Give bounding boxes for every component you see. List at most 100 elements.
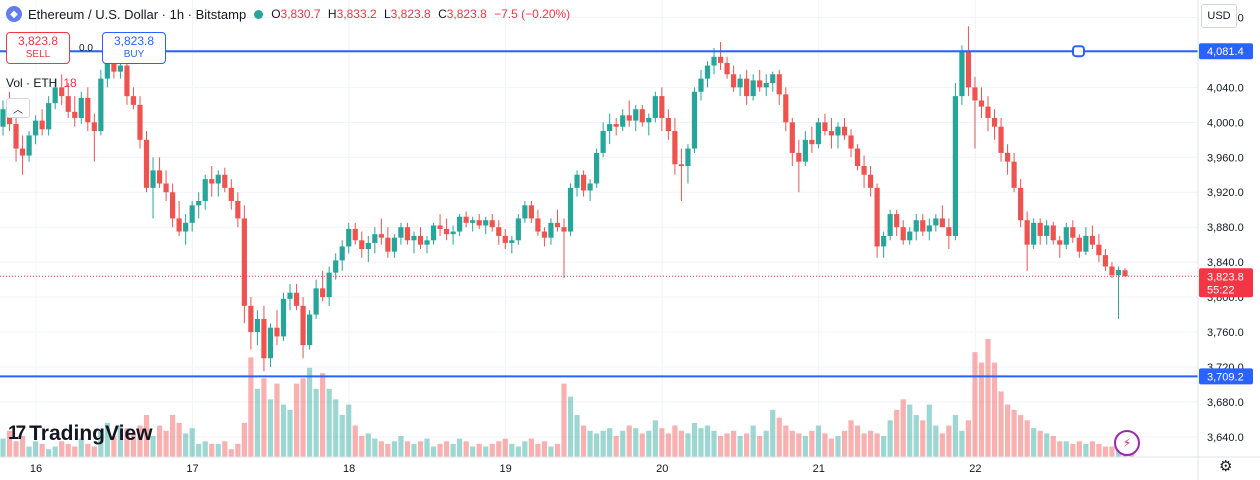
volume-bar <box>1096 443 1102 457</box>
candle-body <box>91 122 97 132</box>
volume-bar <box>267 399 274 457</box>
candle-body <box>398 227 404 238</box>
candle-body <box>483 220 489 226</box>
volume-bar <box>404 441 411 457</box>
sell-button[interactable]: 3,823.8 SELL <box>6 32 70 64</box>
volume-bar <box>704 425 711 457</box>
volume-bar <box>770 409 776 457</box>
sell-label: SELL <box>25 49 51 60</box>
plot-background <box>0 0 1198 457</box>
candle-body <box>587 183 593 191</box>
market-status-icon <box>254 9 264 19</box>
volume-bar <box>620 430 626 457</box>
open-label: O <box>271 7 281 21</box>
volume-bar <box>665 433 671 457</box>
candle-body <box>287 292 293 299</box>
candle-body <box>293 292 300 306</box>
candle-body <box>1076 237 1082 252</box>
volume-bar <box>959 430 965 457</box>
collapse-legend-button[interactable]: ︿ <box>6 98 30 118</box>
volume-bar <box>183 433 189 457</box>
candle-body <box>411 235 417 241</box>
tradingview-logo[interactable]: 17 TradingView <box>8 422 152 446</box>
candle-body <box>202 179 208 201</box>
candle-body <box>189 205 195 223</box>
buy-button[interactable]: 3,823.8 BUY <box>102 32 166 64</box>
volume-bar <box>639 433 645 457</box>
volume-bar <box>0 438 6 457</box>
volume-bar <box>52 446 58 457</box>
candle-body <box>46 103 52 130</box>
candle-body <box>1115 270 1122 276</box>
lightning-icon[interactable]: ⚡ <box>1114 430 1140 456</box>
horizontal-lines[interactable] <box>0 45 1198 378</box>
volume-bar <box>1011 409 1017 457</box>
candle-body <box>776 74 782 95</box>
candle-body <box>535 218 541 232</box>
y-tick-label: 3,840.0 <box>1207 257 1244 269</box>
x-tick-label: 20 <box>656 463 668 475</box>
volume-bar <box>835 436 841 457</box>
volume-bar <box>326 388 332 457</box>
gear-icon[interactable]: ⚙ <box>1219 458 1233 475</box>
volume-bar <box>698 428 704 457</box>
candle-body <box>522 205 528 219</box>
volume-bar <box>437 443 443 457</box>
volume-bar <box>548 446 554 457</box>
volume-bar <box>933 425 939 457</box>
volume-bar <box>561 383 567 457</box>
candle-body <box>489 220 495 228</box>
volume-bar <box>626 425 632 457</box>
candle-body <box>437 225 443 229</box>
volume-bar <box>189 428 195 457</box>
candle-body <box>248 305 254 333</box>
volume-bar <box>293 383 300 457</box>
candle-body <box>998 126 1004 153</box>
candle-body <box>254 318 261 333</box>
last-price-tag <box>1199 268 1253 298</box>
candle-body <box>502 235 508 243</box>
candle-body <box>261 318 267 359</box>
candle-body <box>620 115 626 127</box>
y-tick-label: 3,760.0 <box>1207 327 1244 339</box>
candle-body <box>607 124 613 132</box>
volume-bar <box>952 415 958 457</box>
volume-bar <box>241 422 247 457</box>
candle-body <box>313 288 319 315</box>
volume-bar <box>359 436 365 457</box>
line-handle <box>1072 45 1085 58</box>
volume-bar <box>391 441 397 457</box>
spread-value: 0.0 <box>79 42 93 54</box>
volume-bar <box>744 433 750 457</box>
volume-bar <box>65 443 71 457</box>
volume-bar <box>776 417 782 457</box>
volume-bar <box>430 446 437 457</box>
volume-bar <box>33 441 39 457</box>
volume-bar <box>378 441 384 457</box>
volume-bar <box>280 404 287 457</box>
candle-body <box>887 214 893 236</box>
tradingview-logo-text: TradingView <box>29 422 153 445</box>
volume-bar <box>261 378 267 457</box>
volume-bar <box>39 443 45 457</box>
candle-body <box>1011 161 1017 188</box>
candle-body <box>1018 187 1024 221</box>
candle-body <box>939 218 945 228</box>
candle-body <box>933 218 939 226</box>
candle-body <box>802 139 808 162</box>
volume-bar <box>385 443 391 457</box>
volume-bar <box>13 441 19 457</box>
symbol-title[interactable]: Ethereum / U.S. Dollar · 1h · Bitstamp <box>28 6 247 22</box>
candle-body <box>548 222 554 238</box>
candle-body <box>13 124 19 149</box>
currency-selector[interactable]: USD <box>1201 4 1237 28</box>
candle-body <box>1044 225 1050 236</box>
y-tick-label: 3,640.0 <box>1207 432 1244 444</box>
candle-body <box>789 122 795 153</box>
volume-bar <box>424 438 430 457</box>
candle-body <box>894 214 900 228</box>
last-price-label: 3,823.8 <box>1207 271 1244 283</box>
volume-bar <box>457 438 463 457</box>
